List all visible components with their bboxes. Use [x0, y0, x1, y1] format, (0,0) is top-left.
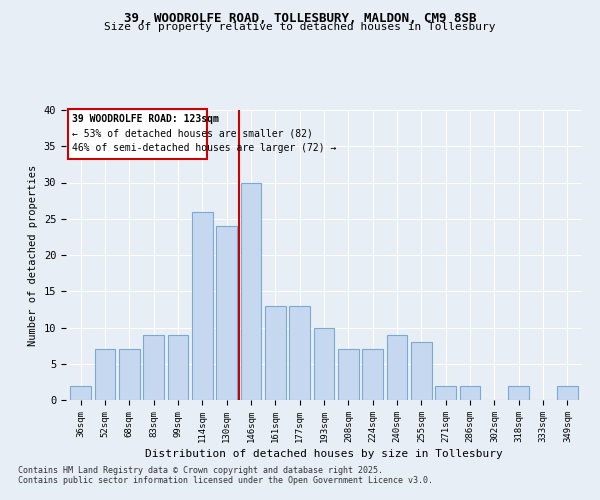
Bar: [338, 349, 359, 400]
FancyBboxPatch shape: [68, 108, 207, 160]
Bar: [70, 386, 91, 400]
Text: 39, WOODROLFE ROAD, TOLLESBURY, MALDON, CM9 8SB: 39, WOODROLFE ROAD, TOLLESBURY, MALDON, …: [124, 12, 476, 26]
X-axis label: Distribution of detached houses by size in Tollesbury: Distribution of detached houses by size …: [145, 449, 503, 459]
Bar: [436, 386, 456, 400]
Bar: [460, 386, 481, 400]
Bar: [557, 386, 578, 400]
Bar: [314, 328, 334, 400]
Bar: [241, 182, 262, 400]
Bar: [143, 335, 164, 400]
Bar: [192, 212, 212, 400]
Bar: [289, 306, 310, 400]
Text: 39 WOODROLFE ROAD: 123sqm: 39 WOODROLFE ROAD: 123sqm: [72, 114, 219, 124]
Bar: [95, 349, 115, 400]
Bar: [265, 306, 286, 400]
Text: 46% of semi-detached houses are larger (72) →: 46% of semi-detached houses are larger (…: [72, 142, 337, 152]
Bar: [411, 342, 432, 400]
Bar: [362, 349, 383, 400]
Text: Size of property relative to detached houses in Tollesbury: Size of property relative to detached ho…: [104, 22, 496, 32]
Text: ← 53% of detached houses are smaller (82): ← 53% of detached houses are smaller (82…: [72, 129, 313, 139]
Y-axis label: Number of detached properties: Number of detached properties: [28, 164, 38, 346]
Bar: [167, 335, 188, 400]
Text: Contains HM Land Registry data © Crown copyright and database right 2025.
Contai: Contains HM Land Registry data © Crown c…: [18, 466, 433, 485]
Bar: [508, 386, 529, 400]
Bar: [119, 349, 140, 400]
Bar: [216, 226, 237, 400]
Bar: [386, 335, 407, 400]
